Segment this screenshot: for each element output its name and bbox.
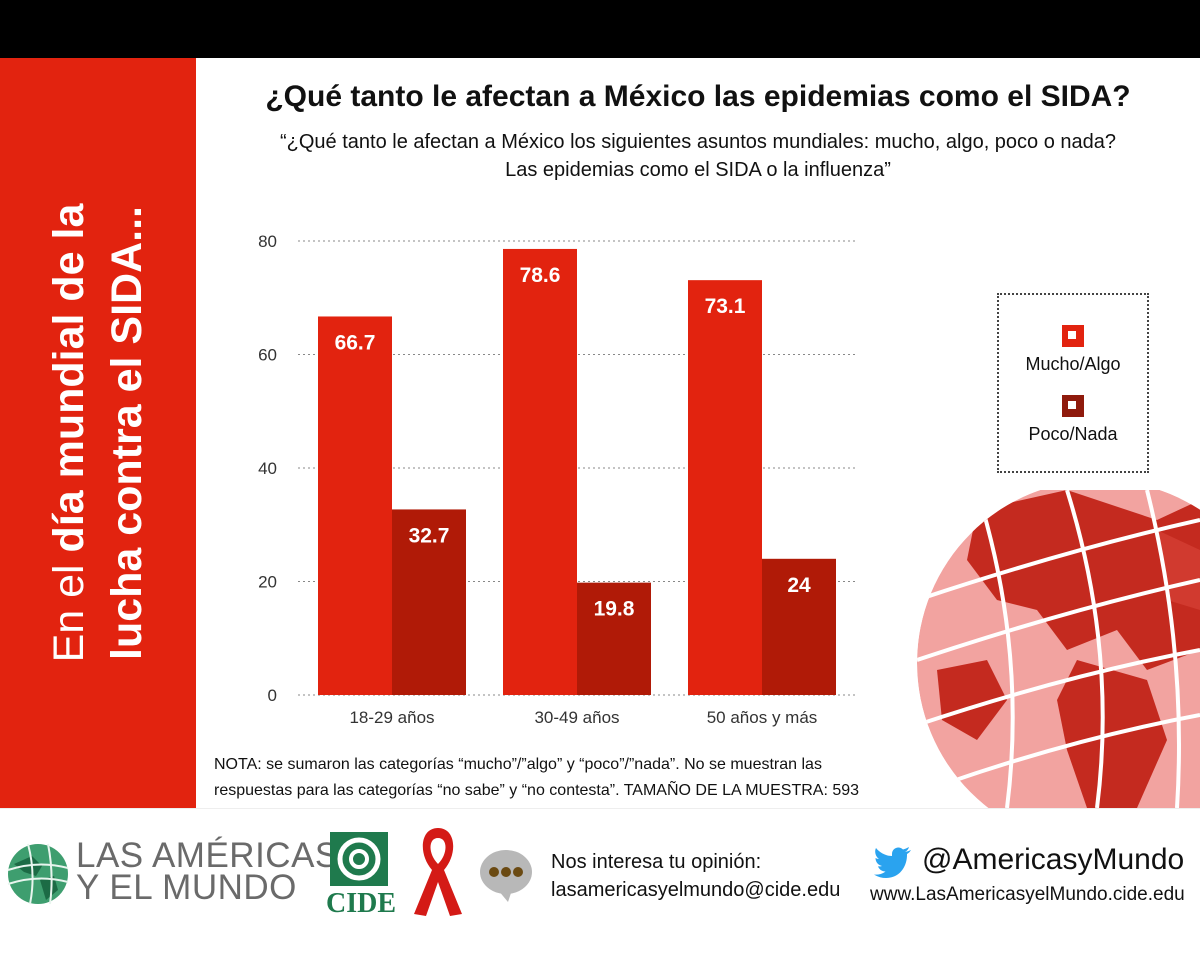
data-label: 32.7 xyxy=(409,524,450,547)
x-tick-label: 18-29 años xyxy=(349,708,434,727)
x-tick-label: 30-49 años xyxy=(534,708,619,727)
data-label: 19.8 xyxy=(594,598,635,621)
website-link[interactable]: www.LasAmericasyelMundo.cide.edu xyxy=(870,884,1185,905)
data-label: 66.7 xyxy=(335,331,376,354)
globe-illustration xyxy=(917,490,1200,808)
logo-line2: Y EL MUNDO xyxy=(76,868,297,907)
bar-mucho-algo xyxy=(318,316,392,695)
note-line1: NOTA: se sumaron las categorías “mucho”/… xyxy=(214,756,822,773)
red-ribbon-icon xyxy=(414,828,462,916)
y-tick-label: 0 xyxy=(268,686,277,705)
cide-logo-text: CIDE xyxy=(326,888,397,919)
data-label: 78.6 xyxy=(520,264,561,287)
legend-label-poco-nada: Poco/Nada xyxy=(1028,424,1118,444)
bar-mucho-algo xyxy=(503,248,577,695)
logo-line1: LAS AMÉRICAS xyxy=(76,836,339,875)
data-label: 24 xyxy=(787,574,811,597)
subtitle-line2: Las epidemias como el SIDA o la influenz… xyxy=(505,159,891,181)
top-bar xyxy=(0,0,1200,58)
data-label: 73.1 xyxy=(705,295,746,318)
legend-label-mucho-algo: Mucho/Algo xyxy=(1025,354,1121,374)
subtitle-line1: “¿Qué tanto le afectan a México los sigu… xyxy=(279,131,1117,153)
legend-item-mucho-algo: Mucho/Algo xyxy=(999,325,1147,375)
bar-poco-nada xyxy=(392,509,466,695)
twitter-bird-icon xyxy=(874,847,911,878)
legend-item-poco-nada: Poco/Nada xyxy=(999,395,1147,445)
footer-separator xyxy=(0,808,1200,809)
bar-poco-nada xyxy=(762,558,836,695)
chart-subtitle: “¿Qué tanto le afectan a México los sigu… xyxy=(196,128,1200,184)
legend-swatch-poco-nada xyxy=(1062,395,1084,417)
y-tick-label: 40 xyxy=(258,459,277,478)
contact-info: Nos interesa tu opinión: lasamericasyelm… xyxy=(551,848,840,904)
contact-email[interactable]: lasamericasyelmundo@cide.edu xyxy=(551,879,841,901)
chart-note: NOTA: se sumaron las categorías “mucho”/… xyxy=(214,752,954,804)
contact-line1: Nos interesa tu opinión: xyxy=(551,851,762,873)
globe-logo-icon xyxy=(7,843,69,905)
bar-poco-nada xyxy=(577,582,651,695)
x-tick-label: 50 años y más xyxy=(707,708,818,727)
y-tick-label: 20 xyxy=(258,573,277,592)
twitter-handle[interactable]: @AmericasyMundo xyxy=(922,843,1185,876)
bar-mucho-algo xyxy=(688,280,762,695)
y-tick-label: 80 xyxy=(258,232,277,251)
las-americas-logo-text: LAS AMÉRICAS Y EL MUNDO xyxy=(76,836,339,907)
legend: Mucho/Algo Poco/Nada xyxy=(997,293,1149,473)
y-tick-label: 60 xyxy=(258,346,277,365)
note-line2: respuestas para las categorías “no sabe”… xyxy=(214,782,860,799)
legend-swatch-mucho-algo xyxy=(1062,325,1084,347)
cide-logo-icon xyxy=(330,832,388,886)
chat-bubble-icon xyxy=(480,850,532,902)
chart-title: ¿Qué tanto le afectan a México las epide… xyxy=(265,80,1131,113)
sidebar-banner: En el día mundial de la lucha contra el … xyxy=(0,58,196,808)
